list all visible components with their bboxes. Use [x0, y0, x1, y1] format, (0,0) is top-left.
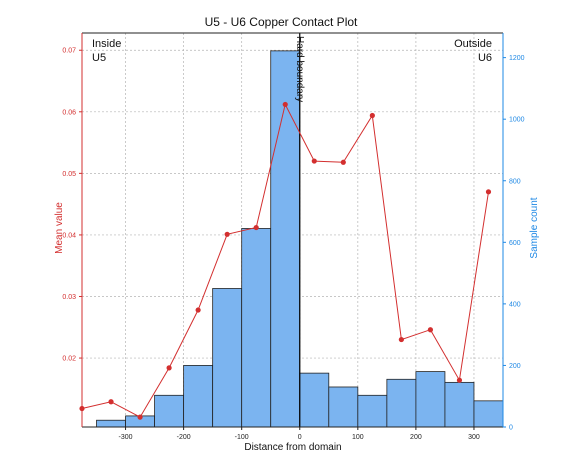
mean-value-point [427, 327, 434, 333]
mean-value-point [224, 231, 230, 237]
mean-value-line [79, 101, 492, 420]
histogram-bar [386, 378, 417, 428]
histogram-bars [96, 33, 504, 428]
histogram-bar [212, 288, 243, 428]
histogram-bar [96, 419, 126, 428]
x-axis-label: Distance from domain [244, 442, 341, 453]
mean-value-point [311, 158, 317, 164]
left-y-tick-label: 0.07 [62, 48, 76, 55]
right-y-tick-label: 1200 [509, 55, 525, 62]
mean-value-point [369, 112, 375, 119]
left-y-tick-label: 0.02 [62, 356, 76, 363]
boundary-label: Hard boundary [294, 36, 305, 102]
left-y-axis-label: Mean value [54, 202, 65, 254]
inside-domain-label: U5 [92, 52, 106, 64]
mean-value-point [398, 336, 404, 343]
histogram-bar [444, 381, 475, 428]
mean-value-point [456, 377, 463, 383]
outside-domain-label: U6 [478, 52, 492, 64]
mean-value-point [485, 189, 492, 195]
x-tick-label: 100 [352, 434, 364, 441]
right-y-tick-label: 600 [509, 240, 521, 247]
x-tick-label: 0 [298, 434, 302, 441]
right-y-axis-label: Sample count [529, 197, 540, 258]
chart-title: U5 - U6 Copper Contact Plot [205, 15, 358, 29]
histogram-bar [299, 372, 330, 428]
right-y-axis: 0 200 400 600 800 1000 1200 [503, 55, 525, 432]
right-y-tick-label: 400 [509, 301, 521, 308]
histogram-bar [357, 394, 388, 428]
x-tick-label: -200 [177, 434, 191, 441]
mean-value-point [340, 159, 346, 165]
x-tick-label: 300 [468, 434, 480, 441]
mean-value-point [166, 365, 172, 371]
plot-frame [81, 32, 504, 428]
left-y-axis: 0.02 0.03 0.04 0.05 0.06 0.07 [62, 48, 82, 363]
mean-value-point [282, 101, 288, 108]
histogram-bar [270, 50, 301, 428]
left-y-tick-label: 0.06 [62, 109, 76, 116]
right-y-tick-label: 200 [509, 363, 521, 370]
mean-value-point [253, 224, 259, 231]
left-y-tick-label: 0.03 [62, 294, 76, 301]
mean-value-point [195, 307, 201, 313]
histogram-bar [415, 371, 446, 428]
left-y-tick-label: 0.05 [62, 171, 76, 178]
inside-label: Inside [92, 38, 121, 50]
right-y-tick-label: 800 [509, 178, 521, 185]
histogram-bar [328, 386, 359, 428]
right-y-tick-label: 0 [509, 425, 513, 432]
right-y-tick-label: 1000 [509, 117, 525, 124]
histogram-bar [241, 228, 272, 428]
left-y-tick-label: 0.04 [62, 232, 76, 239]
histogram-bar [473, 400, 504, 428]
outside-label: Outside [454, 38, 492, 50]
histogram-bar [154, 394, 185, 428]
mean-value-point [108, 399, 114, 405]
x-tick-label: -300 [119, 434, 133, 441]
x-axis: -300 -200 -100 0 100 200 300 [119, 427, 480, 441]
histogram-bar [183, 365, 214, 428]
x-tick-label: -100 [235, 434, 249, 441]
x-tick-label: 200 [410, 434, 422, 441]
mean-value-point [137, 414, 143, 420]
